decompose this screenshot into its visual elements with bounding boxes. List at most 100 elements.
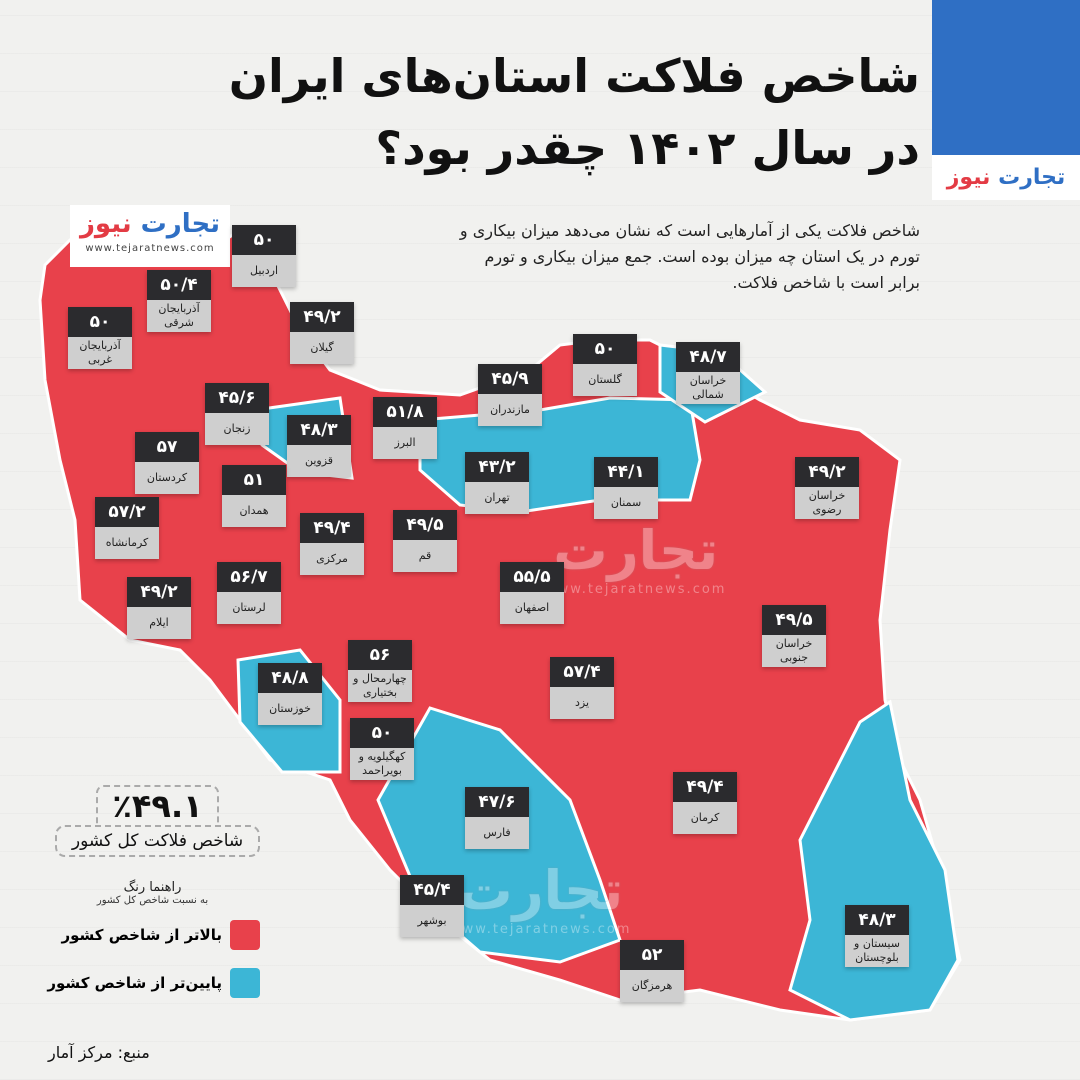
province-label: ۴۸/۳ سیستان و بلوچستان [845, 905, 909, 967]
province-value: ۵۵/۵ [500, 562, 564, 592]
page-title: شاخص فلاکت استان‌های ایران در سال ۱۴۰۲ چ… [229, 40, 920, 184]
logo-text: تجارت [998, 165, 1066, 190]
province-value: ۴۹/۲ [795, 457, 859, 487]
province-label: ۵۵/۵ اصفهان [500, 562, 564, 624]
province-value: ۴۸/۳ [287, 415, 351, 445]
province-label: ۴۸/۷ خراسان شمالی [676, 342, 740, 404]
logo-text-accent: نیوز [79, 209, 132, 239]
province-name: آذربایجان غربی [68, 337, 132, 369]
province-label: ۴۵/۶ زنجان [205, 383, 269, 445]
brand-logo: تجارت نیوز [932, 155, 1080, 200]
province-value: ۴۹/۴ [300, 513, 364, 543]
province-label: ۵۷/۴ یزد [550, 657, 614, 719]
province-name: خوزستان [258, 693, 322, 725]
watermark-url: www.tejaratnews.com [450, 922, 632, 937]
province-value: ۵۰ [232, 225, 296, 255]
watermark-url: www.tejaratnews.com [545, 582, 727, 597]
legend-item-above: بالاتر از شاخص کشور [45, 920, 260, 950]
province-name: تهران [465, 482, 529, 514]
province-value: ۵۶/۷ [217, 562, 281, 592]
province-label: ۵۰ اردبیل [232, 225, 296, 287]
national-index-label: شاخص فلاکت کل کشور [55, 825, 260, 857]
province-name: البرز [373, 427, 437, 459]
province-label: ۵۷/۲ کرمانشاه [95, 497, 159, 559]
province-label: ۴۵/۴ بوشهر [400, 875, 464, 937]
province-label: ۴۹/۴ مرکزی [300, 513, 364, 575]
province-name: فارس [465, 817, 529, 849]
national-index-value: ٪۴۹.۱ [96, 785, 219, 825]
province-value: ۴۹/۲ [290, 302, 354, 332]
legend-swatch-red [230, 920, 260, 950]
province-label: ۴۹/۲ خراسان رضوی [795, 457, 859, 519]
province-value: ۴۵/۶ [205, 383, 269, 413]
description: شاخص فلاکت یکی از آمارهایی است که نشان م… [459, 221, 920, 292]
watermark: تجارت www.tejaratnews.com [545, 519, 727, 598]
province-name: همدان [222, 495, 286, 527]
source-note: منبع: مرکز آمار [48, 1043, 150, 1062]
province-value: ۵۲ [620, 940, 684, 970]
watermark-text: تجارت [553, 519, 719, 582]
province-label: ۴۹/۲ ایلام [127, 577, 191, 639]
province-name: ایلام [127, 607, 191, 639]
province-name: اصفهان [500, 592, 564, 624]
map-region-sistan [788, 699, 960, 1022]
province-value: ۴۵/۹ [478, 364, 542, 394]
province-label: ۴۸/۸ خوزستان [258, 663, 322, 725]
logo-text-accent: نیوز [946, 165, 991, 190]
province-name: کهگیلویه و بویراحمد [350, 748, 414, 780]
province-label: ۵۶/۷ لرستان [217, 562, 281, 624]
province-value: ۴۸/۷ [676, 342, 740, 372]
title-line-1: شاخص فلاکت استان‌های ایران [228, 49, 920, 103]
province-name: مازندران [478, 394, 542, 426]
province-label: ۵۰ آذربایجان غربی [68, 307, 132, 369]
province-value: ۵۰ [573, 334, 637, 364]
province-name: گیلان [290, 332, 354, 364]
legend-subtitle: به نسبت شاخص کل کشور [96, 895, 209, 906]
province-value: ۴۴/۱ [594, 457, 658, 487]
province-label: ۴۹/۵ خراسان جنوبی [762, 605, 826, 667]
province-value: ۵۱/۸ [373, 397, 437, 427]
province-name: کرمان [673, 802, 737, 834]
province-value: ۵۰ [350, 718, 414, 748]
province-value: ۴۹/۴ [673, 772, 737, 802]
province-value: ۵۷ [135, 432, 199, 462]
watermark-text: تجارت [458, 859, 624, 922]
province-value: ۵۷/۲ [95, 497, 159, 527]
province-value: ۵۷/۴ [550, 657, 614, 687]
province-name: گلستان [573, 364, 637, 396]
province-value: ۵۰/۴ [147, 270, 211, 300]
province-value: ۴۳/۲ [465, 452, 529, 482]
province-label: ۴۹/۴ کرمان [673, 772, 737, 834]
province-name: مرکزی [300, 543, 364, 575]
province-name: اردبیل [232, 255, 296, 287]
province-value: ۵۰ [68, 307, 132, 337]
map-region-tehran-semnan-mazandaran [418, 396, 702, 514]
legend-label: پایین‌تر از شاخص کشور [47, 974, 222, 992]
province-name: خراسان شمالی [676, 372, 740, 404]
logo-text: تجارت [140, 209, 221, 239]
title-line-2: در سال ۱۴۰۲ چقدر بود؟ [375, 121, 920, 175]
province-name: یزد [550, 687, 614, 719]
national-index: ٪۴۹.۱ شاخص فلاکت کل کشور [55, 785, 260, 857]
province-label: ۴۸/۳ قزوین [287, 415, 351, 477]
province-value: ۵۱ [222, 465, 286, 495]
province-value: ۴۹/۲ [127, 577, 191, 607]
logo-url: www.tejaratnews.com [85, 243, 215, 254]
province-label: ۴۴/۱ سمنان [594, 457, 658, 519]
province-label: ۴۷/۶ فارس [465, 787, 529, 849]
province-label: ۴۵/۹ مازندران [478, 364, 542, 426]
province-label: ۵۷ کردستان [135, 432, 199, 494]
province-label: ۵۶ چهارمحال و بختیاری [348, 640, 412, 702]
province-value: ۴۹/۵ [762, 605, 826, 635]
province-label: ۴۹/۵ قم [393, 510, 457, 572]
province-value: ۵۶ [348, 640, 412, 670]
province-name: کردستان [135, 462, 199, 494]
province-name: چهارمحال و بختیاری [348, 670, 412, 702]
province-value: ۴۸/۸ [258, 663, 322, 693]
province-label: ۵۰ کهگیلویه و بویراحمد [350, 718, 414, 780]
province-label: ۵۰/۴ آذربایجان شرقی [147, 270, 211, 332]
province-name: خراسان رضوی [795, 487, 859, 519]
province-label: ۴۹/۲ گیلان [290, 302, 354, 364]
province-name: لرستان [217, 592, 281, 624]
legend-swatch-blue [230, 968, 260, 998]
